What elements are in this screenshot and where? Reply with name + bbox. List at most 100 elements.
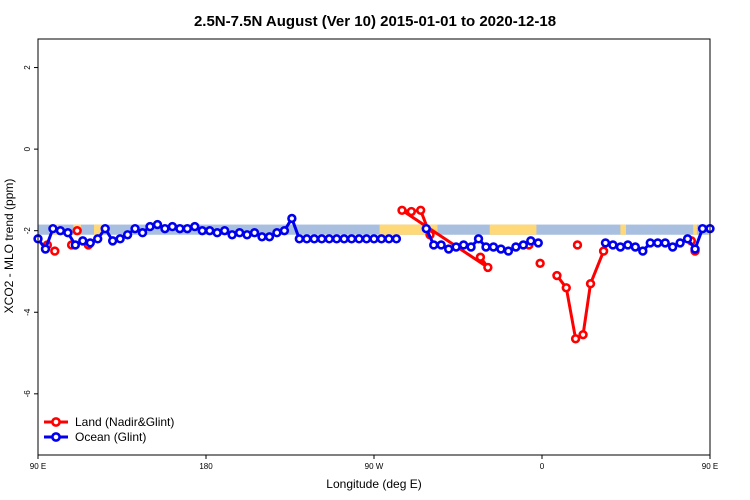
ocean-point [496,244,506,254]
ocean-point [600,238,611,248]
x-tick-label: 90 E [30,462,46,471]
ocean-point [197,225,207,236]
x-tick-label: 90 W [365,462,384,471]
ocean-point [130,223,140,234]
ocean-point [354,234,364,244]
ocean-point [421,223,431,234]
land-point [535,258,545,269]
ocean-point [205,225,215,236]
ocean-point [115,234,125,244]
ocean-point [361,234,372,244]
land-band-segment [489,224,537,235]
ocean-point [697,223,708,234]
x-axis: 90 E 180 90 W 0 90 E [30,455,718,471]
land-point [552,270,562,281]
ocean-point [436,240,446,250]
ocean-point [63,228,73,238]
ocean-point [70,240,81,250]
ocean-point [190,221,200,232]
ocean-point [100,223,110,234]
y-axis-label: XCO2 - MLO trend (ppm) [2,179,16,314]
ocean-point [690,244,700,254]
ocean-point [645,238,655,248]
ocean-point [369,234,379,244]
ocean-point [429,240,439,250]
ocean-point [638,246,648,256]
land-point [570,334,581,344]
legend-swatch-marker [51,432,61,442]
legend-label: Land (Nadir&Glint) [75,415,174,429]
legend-label: Ocean (Glint) [75,430,146,444]
x-tick-label: 0 [540,462,545,471]
x-axis-label: Longitude (deg E) [326,477,421,491]
ocean-point [443,244,454,254]
ocean-point [473,234,484,244]
ocean-point [339,234,349,244]
ocean-point [533,238,543,248]
ocean-point [152,219,163,230]
ocean-point [175,223,185,234]
ocean-point [93,234,103,244]
ocean-point [623,240,633,250]
ocean-point [279,225,290,236]
land-point [578,329,588,340]
land-point [475,252,486,262]
ocean-point [107,236,118,246]
ocean-point [234,228,245,238]
ocean-point [667,242,678,252]
ocean-point [227,230,237,240]
ocean-point [257,232,267,242]
ocean-point [458,240,469,250]
land-point [50,246,60,256]
ocean-point [48,223,58,234]
y-tick-label: -4 [23,308,32,316]
ocean-point [309,234,319,244]
ocean-point [55,225,66,236]
ocean-point [272,228,282,238]
land-band-segment [693,224,697,235]
land-band-segment [94,224,102,235]
land-point [561,283,571,293]
ocean-point [503,246,514,256]
ocean-point [511,242,521,252]
y-tick-label: 2 [23,65,32,70]
ocean-point [451,242,461,252]
land-series-line [555,250,605,341]
ocean-point [660,238,670,248]
ocean-point [182,223,193,234]
ocean-band [38,224,710,235]
ocean-point [85,238,95,248]
series-layer [33,205,715,344]
ocean-point [78,236,88,246]
x-tick-label: 180 [199,462,213,471]
land-point [406,206,417,217]
ocean-point [167,221,178,232]
y-tick-label: 0 [23,146,32,151]
ocean-point [488,242,499,252]
ocean-point [294,234,305,244]
ocean-point [608,240,618,250]
chart-title: 2.5N-7.5N August (Ver 10) 2015-01-01 to … [194,13,556,30]
ocean-point [466,242,476,252]
ocean-point [653,238,663,248]
y-tick-label: -6 [23,390,32,398]
land-band-segment [620,224,626,235]
ocean-point [122,230,133,240]
y-tick-label: -2 [23,227,32,235]
x-tick-label: 90 E [702,462,718,471]
ocean-point [675,238,685,248]
ocean-point [384,234,394,244]
ocean-point [331,234,342,244]
ocean-point [249,228,260,238]
ocean-point [287,213,297,224]
ocean-point [346,234,357,244]
ocean-point [219,225,230,236]
ocean-point [630,242,641,252]
ocean-point [615,242,626,252]
land-point [483,262,493,273]
ocean-point [682,234,693,244]
ocean-point [526,236,536,246]
ocean-point [160,223,170,234]
land-point [415,205,426,215]
